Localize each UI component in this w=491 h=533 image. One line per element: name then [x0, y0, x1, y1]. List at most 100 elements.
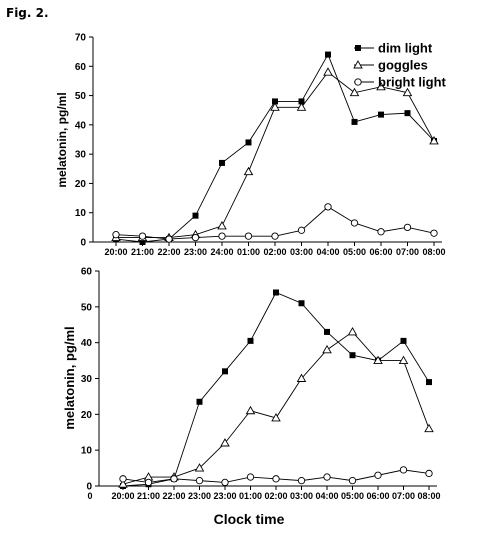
data-point-dim-light [222, 368, 228, 375]
data-point-dim-light [325, 51, 331, 58]
figure-label: Fig. 2. [6, 6, 49, 20]
x-tick-label: 23:00 [213, 491, 236, 501]
bottom-y-axis-label: melatonin, pg/ml [62, 326, 77, 429]
legend-marker [355, 45, 361, 51]
y-tick-label: 70 [75, 33, 87, 44]
x-axis-label: Clock time [214, 511, 285, 527]
series-dim-light [120, 289, 432, 489]
y-tick-label: 40 [81, 338, 93, 349]
data-point-bright-light [195, 476, 204, 485]
data-point-bright-light [348, 476, 357, 485]
data-point-goggles [194, 463, 205, 472]
data-point-dim-light [351, 118, 358, 125]
data-point-goggles [402, 87, 413, 97]
top-series [111, 51, 439, 245]
data-point-goggles [429, 136, 439, 145]
y-tick-label: 10 [75, 208, 87, 219]
x-origin-label: 0 [87, 491, 92, 501]
data-point-goggles [217, 220, 227, 230]
data-point-goggles [118, 479, 128, 488]
data-point-bright-light [170, 475, 178, 483]
y-tick-label: 0 [86, 482, 92, 493]
series-bright-light [112, 203, 438, 243]
data-point-bright-light [297, 226, 306, 234]
data-point-goggles [376, 81, 386, 91]
x-tick-label: 22:00 [157, 247, 180, 257]
data-point-bright-light [374, 471, 382, 479]
legend-marker [354, 78, 362, 86]
data-point-goggles [270, 102, 280, 111]
data-point-dim-light [298, 300, 305, 307]
data-point-bright-light [144, 478, 153, 487]
top-axes: 0 10 20 30 40 50 60 70 20:00 21:00 22:00 23:00 24:00… [75, 33, 446, 258]
x-tick-label: 05:00 [343, 247, 366, 257]
data-point-dim-light [139, 239, 146, 245]
x-tick-label: 07:00 [392, 491, 415, 501]
data-point-goggles [243, 166, 254, 176]
x-tick-label: 04:00 [315, 491, 338, 501]
x-tick-label: 06:00 [369, 247, 392, 257]
data-point-bright-light [138, 232, 147, 240]
series-goggles [118, 327, 434, 488]
x-tick-label: 02:00 [264, 491, 287, 501]
x-tick-label: 01:00 [239, 491, 262, 501]
y-tick-label: 20 [75, 179, 87, 190]
x-tick-label: 05:00 [341, 491, 364, 501]
data-point-dim-light [219, 159, 225, 166]
data-point-dim-light [378, 111, 384, 118]
data-point-dim-light [196, 398, 203, 405]
data-point-goggles [322, 344, 332, 354]
legend-label: bright light [378, 75, 447, 90]
data-point-bright-light [430, 229, 438, 237]
top-y-axis-label: melatonin, pg/ml [55, 92, 69, 187]
x-tick-label: 06:00 [366, 491, 389, 501]
x-tick-label: 21:00 [137, 491, 160, 501]
data-point-goggles [424, 423, 434, 433]
top-chart: 0 10 20 30 40 50 60 70 20:00 21:00 22:00 23:00 24:00… [55, 33, 447, 258]
data-point-bright-light [221, 478, 229, 487]
data-point-dim-light [298, 98, 305, 105]
data-point-bright-light [350, 219, 359, 227]
data-point-dim-light [273, 289, 279, 296]
x-tick-label: 02:00 [263, 247, 286, 257]
y-tick-label: 50 [81, 302, 93, 313]
x-tick-label: 07:00 [396, 247, 419, 257]
data-point-bright-light [271, 232, 279, 240]
series-line-goggles [122, 331, 430, 485]
x-tick-label: 08:00 [417, 491, 440, 501]
legend-label: goggles [378, 58, 428, 73]
series-line-dim-light [122, 291, 430, 487]
series-goggles [111, 67, 439, 242]
data-point-goggles [323, 67, 333, 76]
data-point-goggles [373, 355, 383, 365]
legend-item-bright-light: bright light [354, 75, 447, 90]
y-tick-label: 30 [75, 150, 87, 161]
y-tick-label: 0 [80, 238, 86, 249]
y-tick-label: 40 [75, 120, 87, 131]
data-point-dim-light [192, 212, 199, 219]
data-point-dim-light [426, 379, 432, 386]
x-tick-label: 03:00 [290, 247, 313, 257]
data-point-bright-light [425, 469, 433, 478]
data-point-bright-light [191, 233, 200, 242]
series-bright-light [119, 466, 433, 487]
legend-item-dim-light: dim light [354, 41, 433, 56]
data-point-dim-light [247, 337, 254, 344]
y-tick-label: 50 [75, 91, 87, 102]
data-point-bright-light [403, 223, 412, 232]
data-point-goggles [398, 355, 409, 365]
data-point-bright-light [272, 475, 280, 483]
data-point-goggles [296, 102, 307, 111]
x-tick-label: 20:00 [111, 491, 134, 501]
x-tick-label: 08:00 [422, 247, 445, 257]
data-point-goggles [296, 373, 307, 382]
data-point-dim-light [324, 328, 330, 335]
data-point-dim-light [272, 98, 278, 105]
data-point-bright-light [112, 231, 120, 239]
x-tick-label: 04:00 [316, 247, 339, 257]
data-point-dim-light [349, 352, 356, 359]
y-tick-label: 20 [81, 410, 93, 421]
